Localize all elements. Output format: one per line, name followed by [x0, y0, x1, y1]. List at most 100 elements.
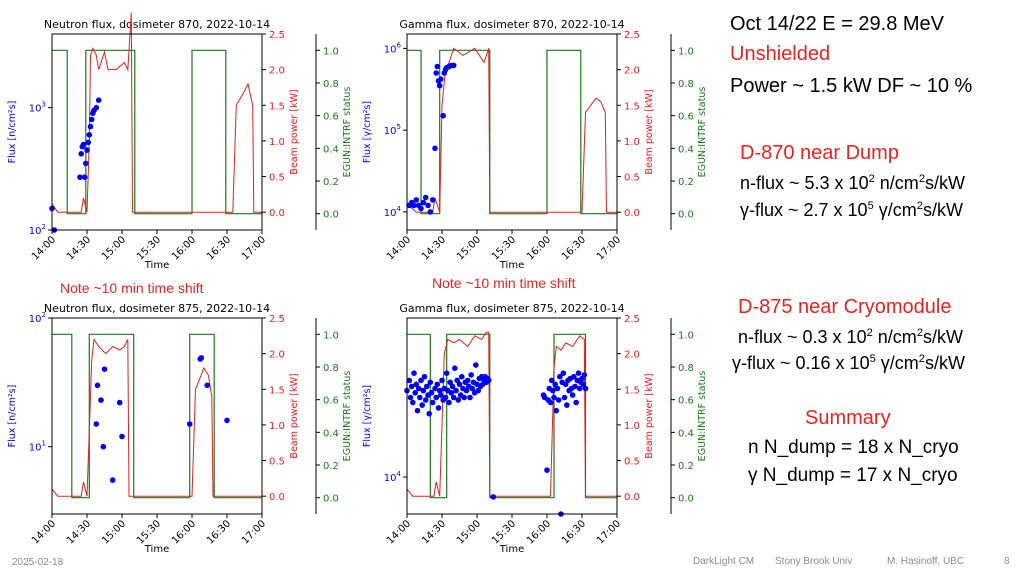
status-tick-label: 0.6: [323, 112, 339, 123]
flux-point: [418, 205, 424, 212]
flux-point: [417, 394, 423, 401]
flux-tick-label: 102: [29, 223, 46, 237]
status-tick-label: 1.0: [323, 330, 339, 341]
flux-point: [224, 417, 230, 424]
flux-point: [86, 132, 93, 138]
flux-point: [548, 377, 555, 384]
x-tick-label: 14:30: [65, 234, 93, 262]
status-line: [52, 333, 262, 499]
flux-point: [553, 407, 560, 414]
flux-tick-label: 104: [384, 470, 402, 484]
flux-point: [95, 97, 102, 103]
flux-point: [438, 76, 444, 82]
flux-point: [87, 123, 94, 130]
flux-tick-label: 104: [384, 205, 402, 219]
status-tick-label: 0.0: [323, 494, 339, 505]
flux-point: [455, 397, 462, 403]
x-tick-label: 14:30: [420, 234, 448, 262]
flux-point: [456, 381, 463, 388]
flux-point: [77, 174, 83, 180]
flux-point: [425, 202, 431, 209]
flux-point: [436, 387, 443, 394]
flux-point: [447, 379, 453, 386]
flux-point: [411, 202, 417, 209]
x-tick-label: 15:00: [455, 234, 483, 262]
flux-point: [421, 373, 428, 380]
status-tick-label: 0.6: [323, 396, 339, 407]
flux-point: [475, 387, 481, 394]
flux-point: [550, 387, 556, 394]
flux-point: [93, 421, 100, 427]
flux-point: [101, 366, 108, 372]
flux-point: [429, 399, 436, 406]
x-tick-label: 14:30: [65, 518, 93, 546]
flux-point: [98, 397, 104, 403]
flux-point: [459, 373, 465, 380]
power-tick-label: 2.0: [269, 350, 285, 361]
power-tick-label: 2.5: [269, 30, 285, 41]
flux-point: [581, 372, 588, 378]
status-line: [407, 333, 617, 499]
flux-point: [85, 139, 91, 146]
flux-point: [490, 494, 497, 500]
status-tick-label: 0.2: [678, 177, 694, 188]
chart-neutron-875: Neutron flux, dosimeter 875, 2022-10-141…: [7, 302, 353, 555]
flux-point: [547, 399, 554, 406]
flux-point: [427, 209, 434, 215]
flux-tick-label: 103: [29, 101, 46, 115]
flux-point: [449, 383, 456, 390]
x-tick-label: 15:00: [100, 518, 128, 546]
flux-point: [453, 387, 459, 394]
power-tick-label: 2.5: [269, 314, 285, 325]
summary-neutron: n N_dump = 18 x N_cryo: [748, 437, 959, 458]
flux-tick-label: 106: [384, 41, 402, 55]
flux-point: [573, 399, 579, 406]
status-tick-label: 1.0: [678, 46, 694, 57]
power-axis-label: Beam power [kW]: [289, 89, 300, 174]
flux-point: [420, 199, 427, 206]
status-tick-label: 0.2: [323, 461, 339, 472]
flux-point: [561, 394, 568, 401]
flux-tick-label: 101: [29, 440, 46, 454]
x-tick-label: 16:00: [170, 234, 198, 262]
power-tick-label: 1.0: [624, 421, 640, 432]
flux-point: [467, 394, 473, 401]
flux-point: [411, 370, 417, 376]
x-tick-label: 15:30: [490, 518, 518, 546]
x-axis-label: Time: [144, 260, 169, 271]
flux-point: [422, 194, 429, 201]
flux-point: [560, 370, 567, 376]
power-tick-label: 1.0: [624, 137, 640, 148]
flux-point: [198, 355, 205, 361]
x-tick-label: 14:00: [385, 234, 413, 262]
flux-point: [576, 385, 583, 392]
flux-point: [443, 370, 450, 376]
x-tick-label: 15:30: [135, 234, 163, 262]
flux-axis-label: Flux [n/cm²s]: [7, 385, 18, 448]
beam-power-line: [406, 331, 617, 497]
x-tick-label: 16:30: [560, 518, 588, 546]
info-power-df: Power ~ 1.5 kW DF ~ 10 %: [730, 75, 973, 97]
summary-gamma: γ N_dump = 17 x N_cryo: [748, 465, 958, 486]
flux-point: [413, 197, 420, 203]
flux-point: [580, 381, 586, 388]
flux-point: [407, 394, 414, 401]
flux-point: [564, 402, 570, 408]
power-tick-label: 0.5: [624, 173, 640, 184]
flux-point: [446, 399, 452, 406]
x-tick-label: 17:00: [595, 518, 623, 546]
flux-point: [450, 62, 457, 69]
power-tick-label: 2.0: [269, 66, 285, 77]
flux-point: [552, 381, 558, 388]
chart-title: Neutron flux, dosimeter 870, 2022-10-14: [44, 18, 270, 31]
status-axis-label: EGUN:INTRF status: [697, 87, 708, 178]
flux-point: [555, 397, 562, 403]
flux-tick-label: 102: [29, 311, 46, 325]
x-axis-label: Time: [499, 260, 524, 271]
status-tick-label: 0.0: [678, 210, 694, 221]
status-line: [407, 49, 617, 215]
x-tick-label: 14:00: [385, 518, 413, 546]
x-tick-label: 15:00: [455, 518, 483, 546]
flux-point: [432, 385, 438, 392]
flux-point: [426, 410, 432, 417]
